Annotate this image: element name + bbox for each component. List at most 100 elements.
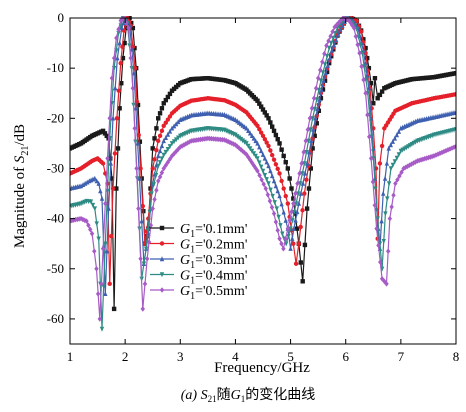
series-point: [148, 222, 154, 229]
series-point: [151, 182, 157, 188]
series-point: [157, 160, 163, 166]
series-point: [136, 205, 141, 212]
x-tick-label: 1: [67, 349, 74, 364]
series-point: [96, 236, 101, 242]
series-point: [115, 55, 120, 61]
series-point: [320, 70, 326, 76]
series-point: [171, 139, 177, 145]
legend-entry: G1='0.3mm': [150, 253, 247, 271]
x-tick-label: 6: [342, 349, 349, 364]
series-point: [253, 138, 258, 144]
series-point: [370, 179, 376, 185]
series-point: [311, 95, 317, 102]
series-point: [140, 306, 145, 312]
series-point: [126, 25, 131, 31]
series-point: [171, 123, 177, 129]
series-point: [222, 137, 227, 143]
series-point: [379, 143, 385, 149]
series-1: [70, 16, 456, 312]
series-point: [381, 238, 386, 244]
series-point: [262, 172, 268, 178]
series-point: [242, 139, 247, 145]
series-point: [157, 111, 163, 116]
series-point: [154, 126, 159, 131]
series-point: [385, 248, 391, 255]
series-point: [119, 81, 124, 86]
series-point: [327, 55, 333, 61]
x-tick-label: 5: [287, 349, 294, 364]
series-point: [357, 50, 362, 56]
series-point: [279, 240, 284, 247]
series-point: [390, 162, 396, 168]
series-point: [377, 241, 383, 247]
series-point: [368, 155, 374, 162]
series-point: [271, 210, 277, 217]
series-point: [275, 227, 280, 234]
series-point: [453, 127, 456, 133]
series-point: [82, 180, 88, 186]
series-point: [319, 87, 324, 93]
legend: G1='0.1mm'G1='0.2mm'G1='0.3mm'G1='0.4mm'…: [150, 222, 247, 302]
series-point: [310, 146, 315, 151]
series-point: [120, 44, 125, 50]
series-point: [453, 143, 456, 150]
series-point: [165, 131, 171, 137]
series-point: [355, 41, 360, 48]
series-point: [157, 174, 163, 180]
series-point: [386, 145, 391, 151]
series-point: [359, 63, 364, 70]
y-tick-label: -20: [47, 110, 64, 125]
series-point: [249, 133, 255, 139]
series-point: [130, 25, 136, 31]
series-point: [302, 242, 308, 248]
series-point: [115, 146, 121, 151]
series-point: [379, 218, 384, 224]
series-point: [142, 281, 148, 287]
series-point: [292, 209, 297, 215]
series-point: [268, 168, 273, 174]
series-point: [264, 113, 269, 118]
series-point: [246, 128, 251, 134]
series-point: [300, 208, 305, 213]
series-point: [280, 231, 285, 237]
series-point: [110, 186, 116, 191]
series-point: [156, 163, 161, 169]
series-point: [161, 123, 166, 129]
series-point: [103, 241, 108, 247]
series-point: [378, 259, 383, 265]
legend-label: G1='0.2mm': [180, 238, 247, 256]
x-tick-label: 3: [177, 349, 184, 364]
series-point: [132, 125, 137, 132]
series-point: [118, 60, 123, 66]
series-point: [92, 206, 98, 212]
series-point: [113, 85, 118, 91]
x-axis-title: Frequency/GHz: [214, 360, 310, 376]
series-point: [358, 29, 364, 34]
series-point: [278, 223, 283, 229]
series-point: [308, 127, 313, 133]
series-point: [130, 85, 136, 92]
series-point: [335, 32, 341, 38]
series-point: [149, 191, 154, 197]
series-point: [159, 106, 165, 111]
series-point: [102, 131, 108, 136]
series-point: [351, 25, 357, 31]
series-point: [306, 149, 312, 155]
series-point: [156, 153, 161, 159]
series-point: [301, 149, 306, 155]
series-point: [108, 160, 114, 166]
series-point: [161, 152, 166, 158]
series-point: [85, 179, 90, 185]
series-point: [154, 187, 159, 193]
series-point: [354, 18, 359, 24]
series-point: [453, 70, 456, 76]
series-point: [286, 233, 291, 239]
series-point: [304, 160, 310, 166]
series-point: [304, 177, 309, 182]
legend-label: G1='0.1mm': [180, 222, 247, 240]
series-point: [156, 116, 161, 121]
series-point: [306, 138, 311, 144]
series-point: [314, 121, 319, 126]
series-point: [156, 178, 161, 184]
